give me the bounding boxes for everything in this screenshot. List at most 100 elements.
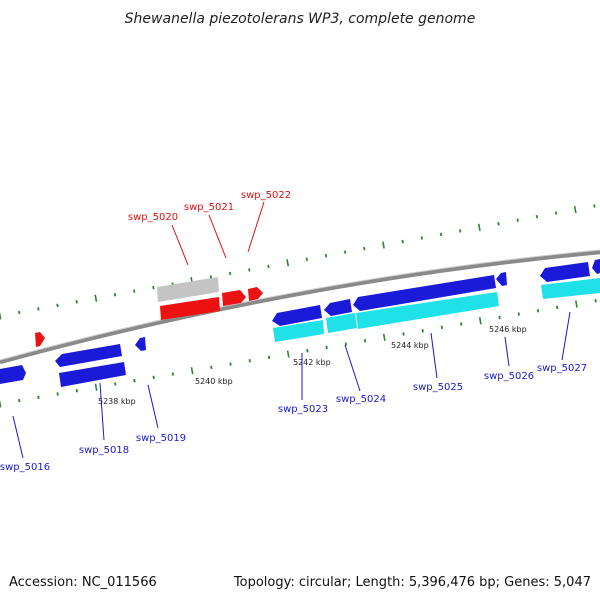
lower-track-tick [210,365,213,370]
upper-track-tick [593,204,596,208]
upper-track-tick [459,229,462,233]
label-swp-5024[interactable]: swp_5024 [336,394,386,405]
label-swp-5026[interactable]: swp_5026 [484,371,534,382]
lower-track-tick [229,362,232,366]
tick-label-5246: 5246 kbp [489,325,527,334]
map-title: Shewanella piezotolerans WP3, complete g… [125,11,476,27]
gene-swp-5018-bar-lower[interactable] [59,362,126,387]
upper-track-tick [228,271,232,276]
lower-track-tick [190,367,194,375]
gene-swp-5027-cyan[interactable] [541,278,600,299]
lower-track-tick [18,398,21,403]
lower-track-tick [133,378,136,383]
lower-track-tick [248,358,251,363]
leader-swp-5022 [247,201,265,253]
label-swp-5016[interactable]: swp_5016 [0,462,50,473]
gene-swp-5026-arrow[interactable] [496,272,507,286]
upper-track-tick [75,300,78,304]
upper-track-tick [286,259,290,267]
genome-backbone-highlight [0,249,600,361]
accession-text: Accession: NC_011566 [9,575,157,590]
upper-track-tick [113,292,117,297]
gene-swp-5021-arrow[interactable] [222,290,246,306]
lower-track-tick [37,395,40,400]
upper-track-tick [324,253,328,258]
gene-swp-5025-cyan[interactable] [356,292,499,329]
lower-track-tick [56,392,59,396]
gene-swp-5016-bar[interactable] [0,365,26,384]
lower-track-tick [94,383,98,391]
label-swp-5020[interactable]: swp_5020 [128,212,178,223]
lower-track-tick [363,338,367,343]
leader-swp-5021 [208,214,227,259]
lower-track-tick [575,300,578,308]
upper-track-tick [94,294,98,302]
label-swp-5019[interactable]: swp_5019 [136,433,186,444]
label-swp-5022[interactable]: swp_5022 [241,190,291,201]
upper-track-tick [573,205,577,214]
upper-track-tick [248,268,251,272]
upper-track-tick [267,264,270,269]
leader-swp-5018 [99,382,105,441]
gene-swp-5022-arrow[interactable] [248,287,263,301]
gene-swp-5023-bar[interactable] [272,305,322,326]
lower-track-tick [0,400,2,408]
upper-track-tick [133,289,136,293]
lower-track-tick [440,325,444,330]
leader-swp-5026 [504,336,510,367]
upper-track-tick [37,307,40,311]
upper-track-tick [56,303,59,308]
upper-track-tick [439,232,443,237]
gene-swp-5019-arrow[interactable] [135,337,146,351]
leader-swp-5016 [12,415,24,459]
lower-track-tick [536,309,540,313]
upper-track-tick [18,310,21,315]
gene-swp-5023-cyan[interactable] [273,320,324,342]
tick-label-5238: 5238 kbp [98,397,136,406]
gene-small-red-arrow[interactable] [35,332,45,347]
lower-track-tick [498,315,501,320]
leader-swp-5025 [430,332,438,379]
gene-swp-5027-bar[interactable] [540,262,590,282]
label-swp-5018[interactable]: swp_5018 [79,445,129,456]
leader-swp-5019 [147,384,159,429]
upper-track-tick [209,275,213,279]
upper-track-tick [535,214,539,219]
upper-track-tick [516,218,519,222]
upper-track-tick [497,222,500,226]
upper-track-tick [152,285,155,290]
lower-track-tick [556,305,559,310]
label-swp-5027[interactable]: swp_5027 [537,363,587,374]
tick-marks [0,204,597,408]
lower-track-tick [325,345,328,350]
lower-track-tick [460,322,463,326]
lower-track-tick [421,329,424,333]
upper-track-tick [420,236,423,240]
genome-summary-text: Topology: circular; Length: 5,396,476 bp… [233,575,591,590]
upper-track-tick [554,211,558,215]
tick-label-5242: 5242 kbp [293,358,331,367]
tick-label-5244: 5244 kbp [391,341,429,350]
gene-swp-5027-bar-right[interactable] [592,259,600,274]
gene-swp-5020-bar[interactable] [157,277,219,302]
upper-track-tick [344,250,347,254]
leader-swp-5020 [171,224,189,266]
gene-swp-5018-bar-upper[interactable] [55,344,122,367]
lower-track-tick [517,312,520,316]
lower-track-tick [306,348,309,353]
gene-swp-5024-bar[interactable] [324,299,352,316]
gene-swp-5024-cyan[interactable] [326,313,357,333]
lower-track-tick [382,333,386,341]
lower-track-tick [267,355,271,360]
gene-swp-5025-bar[interactable] [353,275,496,311]
upper-track-tick [401,239,404,244]
upper-track-tick [363,246,366,251]
label-swp-5021[interactable]: swp_5021 [184,202,234,213]
leader-swp-5027 [561,311,571,361]
lower-track-tick [75,388,78,393]
label-swp-5025[interactable]: swp_5025 [413,382,463,393]
lower-track-tick [594,299,597,303]
gene-red-bar[interactable] [160,297,220,320]
label-swp-5023[interactable]: swp_5023 [278,404,328,415]
